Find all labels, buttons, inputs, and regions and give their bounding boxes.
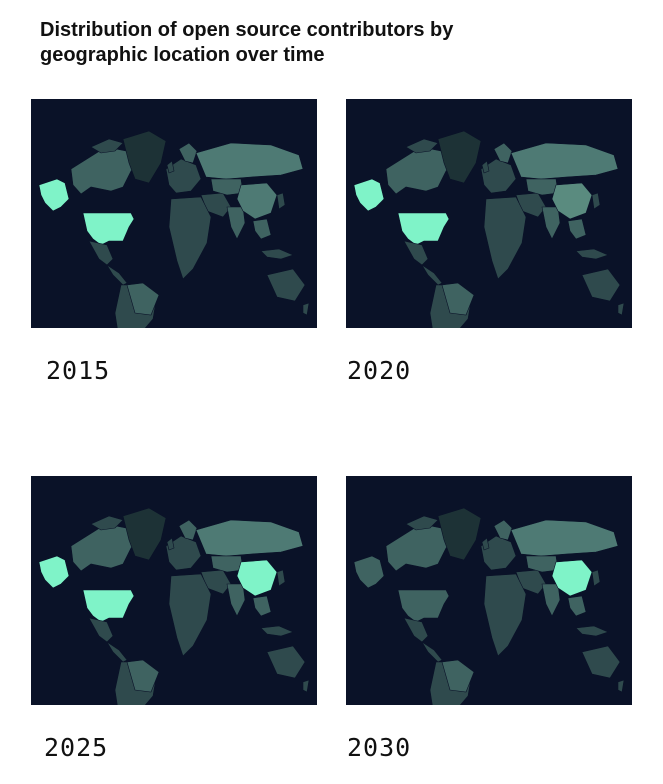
world-map (31, 99, 317, 328)
region-india (541, 583, 561, 617)
region-australia (266, 645, 306, 679)
region-greenland (437, 130, 482, 184)
region-central-asia (525, 555, 559, 573)
region-mexico (403, 617, 429, 643)
region-usa (397, 212, 450, 246)
region-usa (397, 589, 450, 623)
region-russia (510, 519, 619, 557)
region-central-am (421, 264, 443, 286)
region-indonesia (575, 248, 609, 260)
region-central-asia (525, 178, 559, 196)
region-scandinavia (178, 142, 198, 164)
region-europe (165, 535, 202, 571)
region-russia (510, 142, 619, 180)
region-europe (480, 158, 517, 194)
region-china (236, 182, 278, 220)
region-usa (82, 212, 135, 246)
region-central-asia (210, 555, 244, 573)
region-australia (581, 645, 621, 679)
region-brazil (441, 659, 475, 693)
region-india (226, 206, 246, 240)
region-uk (481, 537, 490, 551)
region-indonesia (260, 248, 294, 260)
region-nz (617, 679, 625, 693)
region-central-am (106, 264, 128, 286)
world-map-svg (346, 476, 632, 705)
region-brazil (441, 282, 475, 316)
map-panel-2025 (31, 476, 317, 705)
year-label: 2025 (44, 733, 109, 762)
region-china (551, 182, 593, 220)
region-usa (82, 589, 135, 623)
year-label: 2020 (347, 356, 412, 385)
region-scandinavia (493, 142, 513, 164)
region-russia (195, 519, 304, 557)
region-africa (483, 196, 527, 280)
region-se-asia (252, 218, 272, 240)
region-alaska (353, 555, 385, 589)
region-se-asia (567, 595, 587, 617)
region-scandinavia (493, 519, 513, 541)
region-india (541, 206, 561, 240)
region-australia (581, 268, 621, 302)
region-canada (70, 146, 142, 195)
region-china (236, 559, 278, 597)
region-nz (617, 302, 625, 316)
region-canada (385, 146, 457, 195)
map-panel-2015 (31, 99, 317, 328)
world-map (346, 99, 632, 328)
region-uk (166, 537, 175, 551)
region-indonesia (575, 625, 609, 637)
region-central-am (421, 641, 443, 663)
region-greenland (437, 507, 482, 561)
world-map-svg (31, 476, 317, 705)
region-uk (481, 160, 490, 174)
year-label: 2015 (46, 356, 111, 385)
region-greenland (122, 130, 167, 184)
region-central-am (106, 641, 128, 663)
region-europe (165, 158, 202, 194)
world-map (31, 476, 317, 705)
region-africa (168, 196, 212, 280)
region-indonesia (260, 625, 294, 637)
region-mexico (403, 240, 429, 266)
region-se-asia (252, 595, 272, 617)
region-uk (166, 160, 175, 174)
region-africa (483, 573, 527, 657)
region-nz (302, 302, 310, 316)
region-japan (276, 569, 286, 587)
world-map-svg (346, 99, 632, 328)
region-scandinavia (178, 519, 198, 541)
chart-title: Distribution of open source contributors… (40, 19, 454, 66)
region-canada (70, 523, 142, 572)
region-brazil (126, 659, 160, 693)
region-japan (591, 569, 601, 587)
world-map-svg (31, 99, 317, 328)
region-mexico (88, 617, 114, 643)
region-central-asia (210, 178, 244, 196)
region-mexico (88, 240, 114, 266)
region-australia (266, 268, 306, 302)
world-map (346, 476, 632, 705)
region-russia (195, 142, 304, 180)
map-panel-2030 (346, 476, 632, 705)
region-se-asia (567, 218, 587, 240)
region-japan (591, 192, 601, 210)
region-alaska (353, 178, 385, 212)
region-africa (168, 573, 212, 657)
region-nz (302, 679, 310, 693)
map-panel-2020 (346, 99, 632, 328)
region-europe (480, 535, 517, 571)
region-alaska (38, 555, 70, 589)
region-china (551, 559, 593, 597)
region-greenland (122, 507, 167, 561)
region-alaska (38, 178, 70, 212)
region-japan (276, 192, 286, 210)
region-india (226, 583, 246, 617)
year-label: 2030 (347, 733, 412, 762)
region-brazil (126, 282, 160, 316)
region-canada (385, 523, 457, 572)
